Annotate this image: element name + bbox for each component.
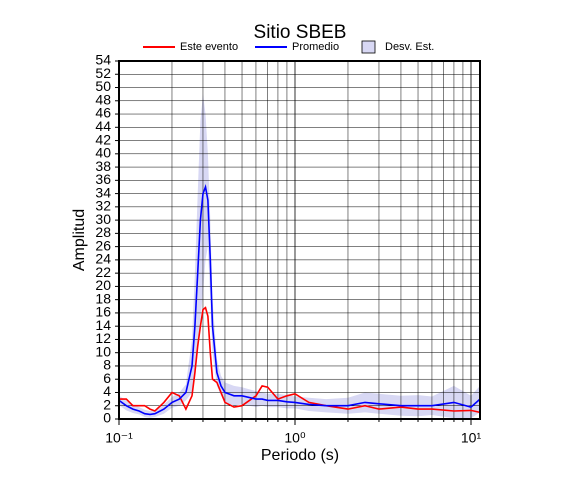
y-tick-label: 26 [95,237,111,253]
y-tick-label: 6 [103,370,111,386]
y-tick-label: 8 [103,357,111,373]
y-tick-label: 30 [95,211,111,227]
legend-label: Este evento [180,41,238,53]
y-tick-label: 28 [95,224,111,240]
y-axis-label: Amplitud [71,209,88,271]
y-tick-label: 16 [95,304,111,320]
y-tick-label: 18 [95,290,111,306]
x-axis-label: Periodo (s) [261,447,339,464]
y-tick-label: 20 [95,277,111,293]
y-tick-label: 48 [95,91,111,107]
y-tick-label: 4 [103,383,111,399]
y-tick-label: 50 [95,78,111,94]
y-tick-label: 2 [103,396,111,412]
chart-title: Sitio SBEB [254,22,347,43]
std-band [119,94,480,419]
y-tick-label: 34 [95,184,111,200]
y-tick-label: 52 [95,65,111,81]
y-tick-label: 40 [95,145,111,161]
y-tick-label: 32 [95,198,111,214]
y-tick-label: 0 [103,410,111,426]
x-tick-label: 10¹ [461,430,482,446]
legend-label: Desv. Est. [385,41,434,53]
legend-label: Promedio [292,41,339,53]
y-tick-label: 38 [95,158,111,174]
y-tick-label: 14 [95,317,111,333]
y-tick-label: 46 [95,105,111,121]
y-tick-label: 36 [95,171,111,187]
series-line [118,184,481,416]
legend-swatch [361,40,376,54]
x-tick-label: 10⁻¹ [105,430,133,446]
y-tick-label: 10 [95,343,111,359]
y-tick-label: 44 [95,118,111,134]
x-tick-label: 10⁰ [284,430,306,446]
plot-frame [118,60,481,420]
y-tick-label: 54 [95,52,111,68]
series-line [119,306,481,414]
y-tick-label: 42 [95,131,111,147]
y-tick-label: 22 [95,264,111,280]
y-tick-label: 24 [95,251,111,267]
y-tick-label: 12 [95,330,111,346]
